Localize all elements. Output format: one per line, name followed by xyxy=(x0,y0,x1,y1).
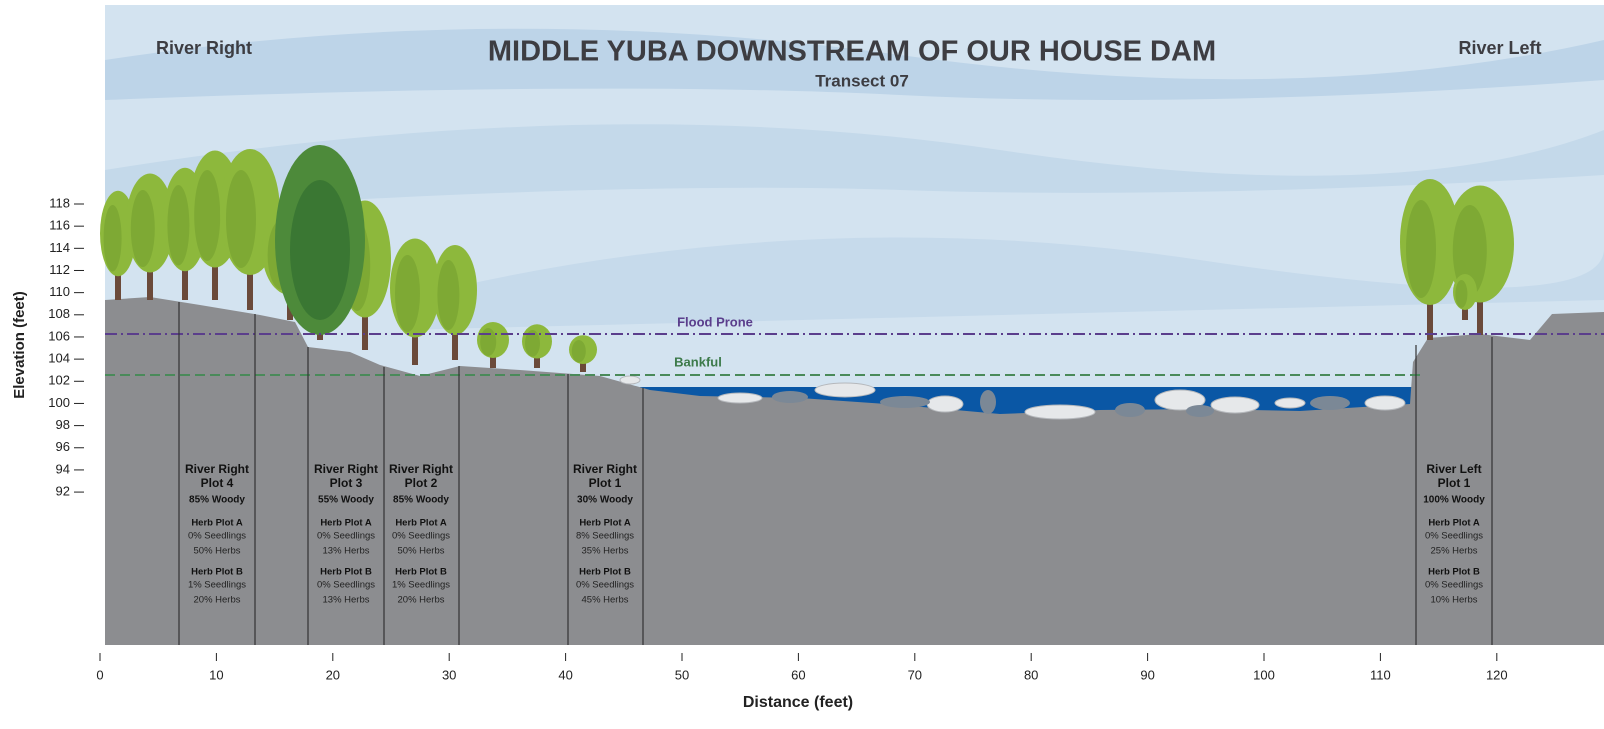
y-tick-label: 94 xyxy=(56,461,70,476)
y-tick-label: 104 xyxy=(48,351,70,366)
herb-herbs: 20% Herbs xyxy=(398,595,445,606)
herb-herbs: 13% Herbs xyxy=(323,546,370,557)
y-tick-label: 92 xyxy=(56,484,70,499)
herb-plot-name: Herb Plot A xyxy=(191,518,243,529)
y-tick-label: 118 xyxy=(49,195,70,210)
plot-title: River Left xyxy=(1426,462,1481,476)
y-tick-label: 110 xyxy=(49,284,70,299)
y-tick-label: 112 xyxy=(49,262,70,277)
bankful-label: Bankful xyxy=(674,354,722,369)
herb-plot-name: Herb Plot B xyxy=(579,567,631,578)
tree-crown-shade xyxy=(167,185,189,266)
x-tick-label: 10 xyxy=(209,667,223,682)
x-tick-label: 70 xyxy=(908,667,922,682)
herb-plot-name: Herb Plot A xyxy=(1428,518,1480,529)
herb-plot-name: Herb Plot B xyxy=(1428,567,1480,578)
x-tick-label: 100 xyxy=(1253,667,1275,682)
x-tick-label: 80 xyxy=(1024,667,1038,682)
herb-herbs: 10% Herbs xyxy=(1431,595,1478,606)
plot-woody: 100% Woody xyxy=(1423,495,1485,506)
y-tick-label: 98 xyxy=(56,417,70,432)
tree-crown-shade xyxy=(1455,280,1467,308)
tree-crown-shade xyxy=(1406,200,1436,298)
x-tick-label: 0 xyxy=(96,667,103,682)
y-tick-label: 114 xyxy=(49,240,70,255)
herb-herbs: 50% Herbs xyxy=(398,546,445,557)
plot-woody: 30% Woody xyxy=(577,495,633,506)
herb-seedlings: 0% Seedlings xyxy=(317,531,375,542)
herb-plot-name: Herb Plot B xyxy=(395,567,447,578)
tree-crown-shade xyxy=(104,205,122,272)
herb-plot-name: Herb Plot A xyxy=(579,518,631,529)
herb-plot-name: Herb Plot B xyxy=(320,567,372,578)
x-tick-label: 90 xyxy=(1140,667,1154,682)
x-tick-label: 40 xyxy=(558,667,572,682)
herb-seedlings: 0% Seedlings xyxy=(1425,531,1483,542)
bank-label: River Right xyxy=(156,38,252,58)
x-axis-label: Distance (feet) xyxy=(743,694,853,711)
x-tick-label: 20 xyxy=(326,667,340,682)
x-tick-label: 30 xyxy=(442,667,456,682)
herb-herbs: 35% Herbs xyxy=(582,546,629,557)
tree-crown-shade xyxy=(395,255,420,332)
herb-plot-name: Herb Plot B xyxy=(191,567,243,578)
oak-crown xyxy=(290,180,350,320)
y-tick-label: 102 xyxy=(48,373,70,388)
herb-herbs: 50% Herbs xyxy=(194,546,241,557)
tree-crown-shade xyxy=(226,170,256,268)
x-tick-label: 120 xyxy=(1486,667,1508,682)
plot-title: Plot 4 xyxy=(201,476,234,490)
herb-herbs: 20% Herbs xyxy=(194,595,241,606)
title: MIDDLE YUBA DOWNSTREAM OF OUR HOUSE DAM xyxy=(488,36,1216,68)
tree-crown-shade xyxy=(194,170,220,261)
herb-seedlings: 1% Seedlings xyxy=(392,580,450,591)
tree-crown-shade xyxy=(131,190,155,267)
plot-title: River Right xyxy=(314,462,378,476)
x-tick-label: 110 xyxy=(1370,667,1391,682)
herb-seedlings: 0% Seedlings xyxy=(392,531,450,542)
plot-title: River Right xyxy=(185,462,249,476)
y-tick-label: 96 xyxy=(56,439,70,454)
herb-seedlings: 0% Seedlings xyxy=(1425,580,1483,591)
herb-seedlings: 1% Seedlings xyxy=(188,580,246,591)
subtitle: Transect 07 xyxy=(815,71,909,90)
plot-title: Plot 1 xyxy=(589,476,622,490)
x-tick-label: 50 xyxy=(675,667,689,682)
herb-plot-name: Herb Plot A xyxy=(395,518,447,529)
transect-diagram: Flood Prone Bankful MIDDLE YUBA DOWNSTRE… xyxy=(0,0,1604,729)
y-tick-label: 116 xyxy=(49,218,70,233)
plot-woody: 85% Woody xyxy=(189,495,245,506)
tree-crown-shade xyxy=(480,328,496,356)
y-tick-label: 100 xyxy=(48,395,70,410)
herb-seedlings: 0% Seedlings xyxy=(188,531,246,542)
plot-title: Plot 2 xyxy=(405,476,438,490)
bank-label: River Left xyxy=(1458,38,1541,58)
herb-seedlings: 0% Seedlings xyxy=(576,580,634,591)
tree-crown-shade xyxy=(437,260,459,330)
plot-woody: 55% Woody xyxy=(318,495,374,506)
plot-title: River Right xyxy=(389,462,453,476)
tree-crown-shade xyxy=(572,340,586,362)
x-tick-label: 60 xyxy=(791,667,805,682)
y-axis-label: Elevation (feet) xyxy=(11,291,28,399)
flood-prone-label: Flood Prone xyxy=(677,314,753,329)
y-tick-label: 106 xyxy=(48,328,70,343)
y-tick-label: 108 xyxy=(48,306,70,321)
herb-seedlings: 8% Seedlings xyxy=(576,531,634,542)
herb-herbs: 45% Herbs xyxy=(582,595,629,606)
plot-title: Plot 1 xyxy=(1438,476,1471,490)
herb-plot-name: Herb Plot A xyxy=(320,518,372,529)
plot-woody: 85% Woody xyxy=(393,495,449,506)
herb-seedlings: 0% Seedlings xyxy=(317,580,375,591)
plot-title: River Right xyxy=(573,462,637,476)
plot-title: Plot 3 xyxy=(330,476,363,490)
herb-herbs: 25% Herbs xyxy=(1431,546,1478,557)
herb-herbs: 13% Herbs xyxy=(323,595,370,606)
